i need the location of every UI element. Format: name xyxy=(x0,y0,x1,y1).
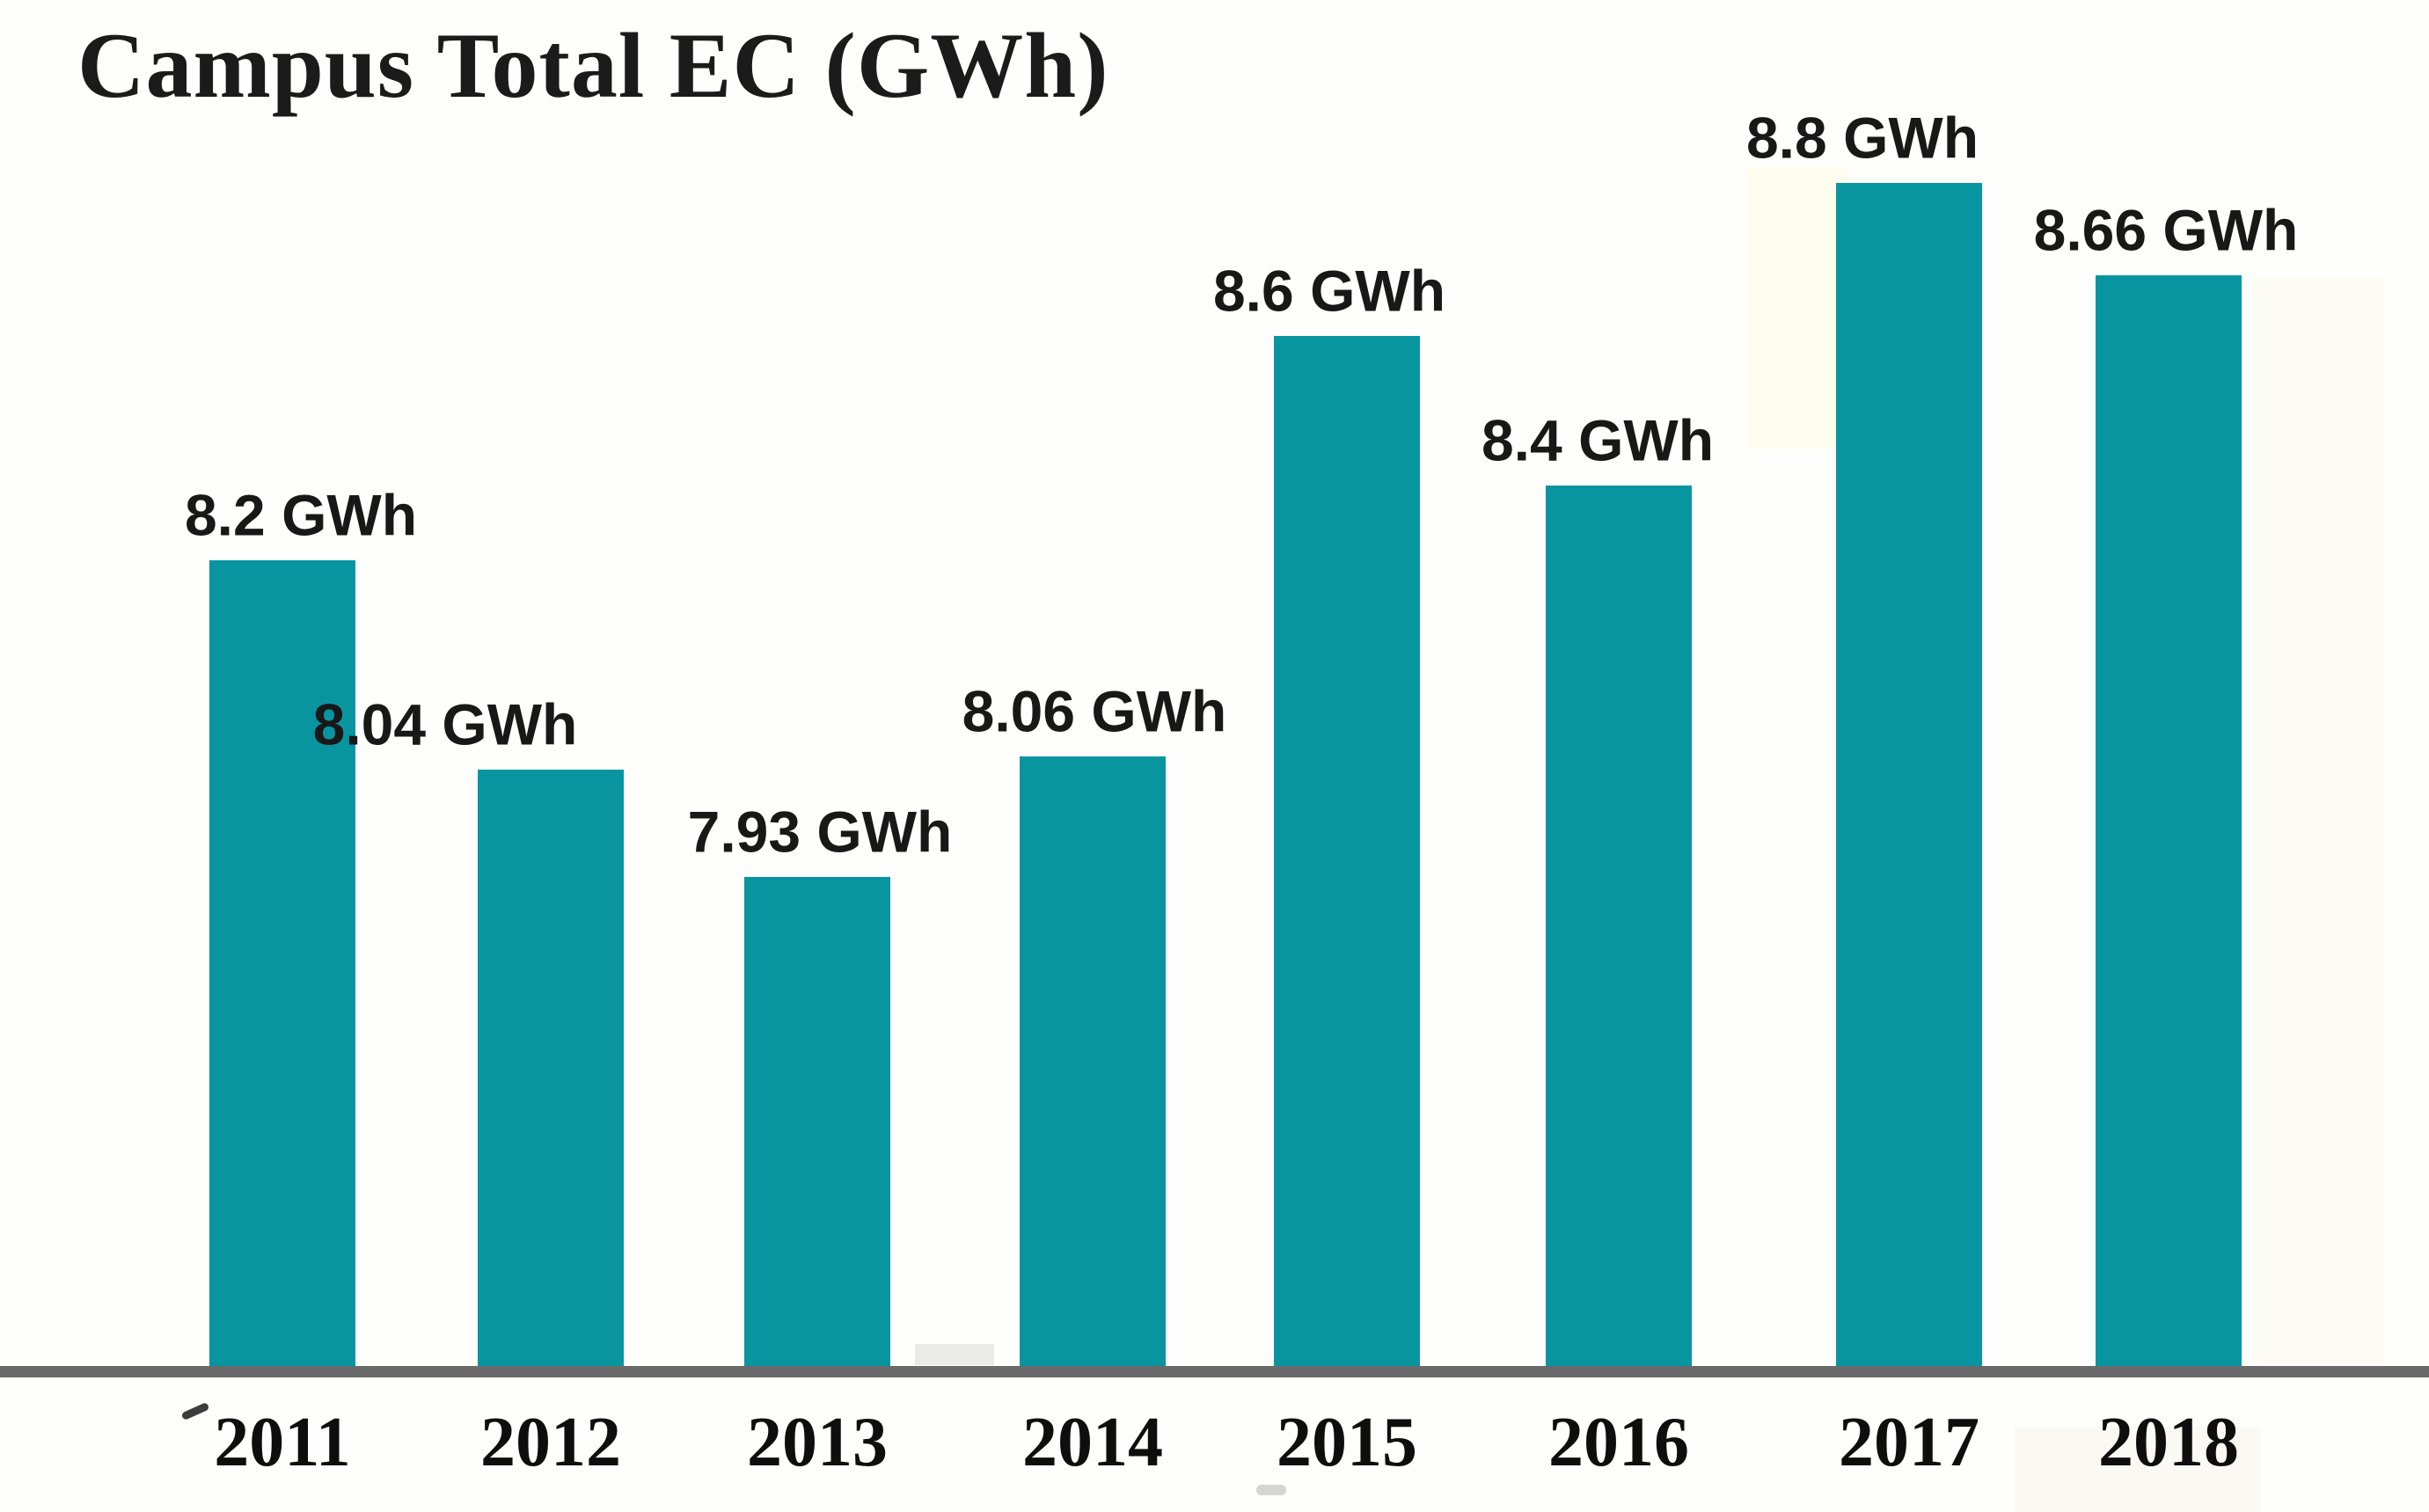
value-label-2013: 7.93 GWh xyxy=(687,799,953,865)
bar-2011 xyxy=(209,560,355,1372)
bar-2016 xyxy=(1546,486,1692,1372)
background-artifact-patch xyxy=(1746,167,1847,449)
x-axis-label-2014: 2014 xyxy=(1022,1404,1163,1481)
value-label-2017: 8.8 GWh xyxy=(1745,105,1979,171)
bar-2018 xyxy=(2096,275,2242,1372)
background-artifact-speck xyxy=(1256,1485,1286,1495)
x-axis-label-2015: 2015 xyxy=(1277,1404,1417,1481)
value-label-2018: 8.66 GWh xyxy=(2033,197,2299,263)
x-axis-label-2018: 2018 xyxy=(2098,1404,2239,1481)
x-axis-label-2012: 2012 xyxy=(480,1404,621,1481)
value-label-2012: 8.04 GWh xyxy=(312,691,578,757)
background-artifact-patch xyxy=(2252,277,2384,1363)
chart-title: Campus Total EC (GWh) xyxy=(77,14,1109,117)
value-label-2016: 8.4 GWh xyxy=(1481,407,1715,473)
background-artifact-patch xyxy=(2015,1427,2261,1512)
bar-2012 xyxy=(478,770,624,1372)
value-label-2015: 8.6 GWh xyxy=(1212,258,1446,324)
background-artifact-smudge xyxy=(915,1344,994,1365)
bar-2013 xyxy=(744,877,890,1372)
x-axis-label-2017: 2017 xyxy=(1839,1404,1979,1481)
bar-2017 xyxy=(1836,183,1982,1372)
x-axis-label-2011: 2011 xyxy=(214,1404,351,1481)
x-axis-label-2013: 2013 xyxy=(747,1404,888,1481)
value-label-2011: 8.2 GWh xyxy=(184,482,418,548)
x-axis-line xyxy=(0,1366,2429,1377)
value-label-2014: 8.06 GWh xyxy=(962,678,1227,744)
x-axis-label-2016: 2016 xyxy=(1548,1404,1689,1481)
bar-2015 xyxy=(1274,336,1420,1372)
bar-2014 xyxy=(1020,756,1166,1372)
